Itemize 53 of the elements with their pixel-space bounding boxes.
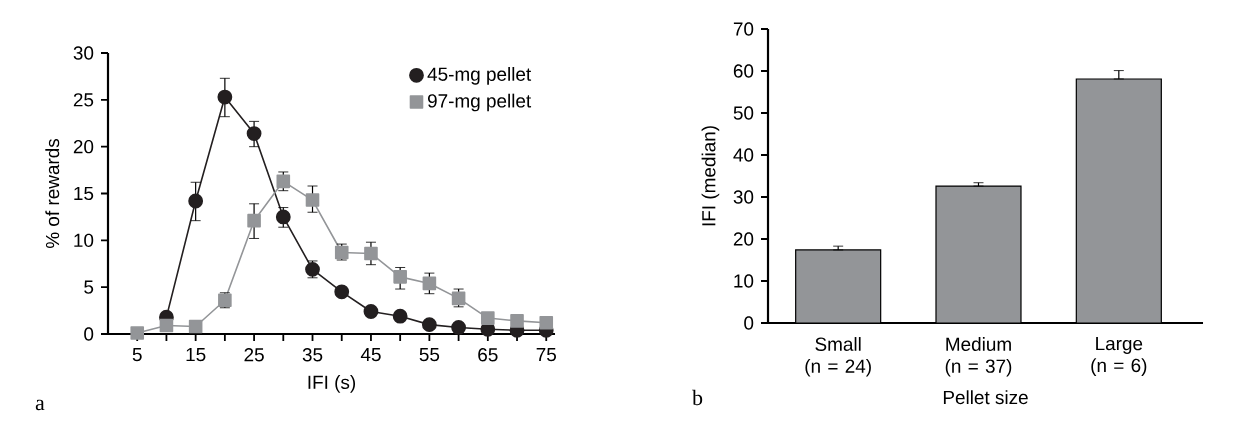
point [421, 317, 437, 333]
x-tick-label: 15 [186, 348, 206, 362]
text: a [35, 399, 45, 411]
y-tick-label: 70 [733, 22, 754, 36]
point [188, 193, 204, 209]
text: b [692, 389, 703, 406]
x-tick-label: 5 [132, 348, 142, 362]
y-tick-label: 0 [84, 327, 94, 341]
x-axis-title: IFI (s) [308, 375, 356, 393]
x-tick-label: 35 [302, 348, 323, 362]
x-tick-label: 45 [360, 348, 381, 362]
y-tick-label: 20 [73, 139, 94, 154]
y-tick-label: 20 [733, 232, 754, 246]
y-tick-label: 15 [74, 186, 94, 201]
x-tick-label: 75 [536, 348, 556, 362]
y-tick-label: 40 [733, 148, 754, 162]
x-tick-label: 55 [419, 348, 440, 362]
y-axis-title: IFI (median) [701, 126, 720, 226]
legend-label: 45-mg pellet [427, 66, 532, 85]
legend-label: 97-mg pellet [427, 93, 532, 112]
point [246, 126, 262, 141]
point [539, 315, 554, 330]
point [247, 213, 261, 228]
point [188, 319, 203, 334]
y-tick-label: 10 [74, 233, 94, 248]
y-axis-title: % of rewards [45, 138, 60, 249]
point [510, 314, 524, 328]
point [130, 326, 145, 340]
point [393, 270, 407, 284]
point [363, 304, 379, 319]
y-tick-label: 0 [744, 316, 754, 330]
point [422, 276, 437, 291]
y-tick-label: 30 [733, 190, 754, 204]
y-tick-label: 60 [733, 64, 754, 78]
x-tick-label: Medium (n = 37) [945, 337, 1012, 377]
point [334, 284, 350, 300]
y-tick-label: 25 [73, 93, 94, 107]
y-tick-label: 30 [73, 46, 94, 60]
y-tick-label: 5 [84, 280, 94, 294]
x-tick-label: Small (n = 24) [805, 337, 871, 377]
point [481, 311, 495, 325]
point [159, 318, 174, 333]
point [392, 308, 408, 324]
y-tick-label: 10 [734, 274, 754, 288]
point [217, 89, 233, 105]
x-tick-label: 25 [244, 348, 264, 362]
x-tick-label: Large (n = 6) [1091, 337, 1147, 376]
x-tick-label: 65 [478, 348, 498, 362]
point [451, 320, 466, 335]
point [364, 246, 378, 261]
point [305, 193, 320, 207]
x-axis-title: Pellet size [943, 390, 1028, 405]
y-tick-label: 50 [733, 106, 754, 120]
